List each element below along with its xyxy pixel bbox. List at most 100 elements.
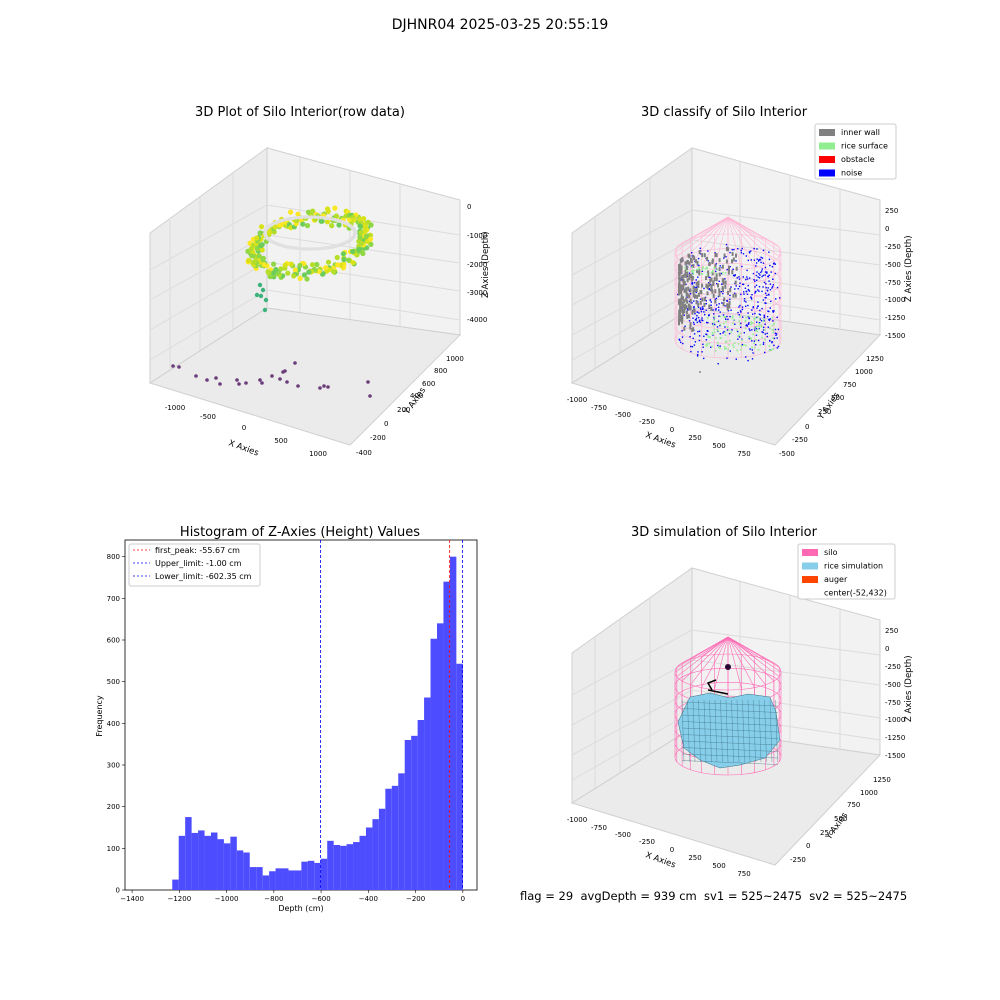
silo-wire [727, 216, 782, 253]
inner-wall-point [678, 316, 681, 321]
rice-surface-point [708, 342, 710, 345]
inner-wall-point [683, 280, 686, 285]
inner-wall-point [728, 300, 731, 305]
raw-ring-point [351, 217, 357, 223]
noise-point [731, 249, 733, 251]
noise-point [714, 252, 716, 254]
noise-point [774, 263, 776, 265]
inner-wall-point [708, 262, 711, 267]
noise-point [729, 251, 731, 254]
noise-point [777, 345, 780, 348]
histogram-bar [301, 861, 308, 890]
y-tick-label: 1000 [855, 368, 873, 376]
silo-wire [727, 216, 755, 237]
raw-ring-point [254, 246, 260, 252]
noise-point [708, 288, 710, 291]
rice-surface-point [705, 344, 707, 347]
noise-point [772, 284, 774, 286]
noise-point [741, 343, 744, 346]
noise-point [717, 344, 719, 347]
legend-label: Lower_limit: -602.35 cm [155, 572, 252, 581]
rice-surface-point [753, 318, 756, 321]
rice-surface-point [772, 328, 775, 331]
silo-wire [727, 636, 755, 657]
inner-wall-point [688, 303, 691, 308]
inner-wall-point [727, 270, 730, 275]
rice-surface-point [692, 273, 695, 275]
noise-point [749, 348, 751, 350]
noise-point [747, 304, 749, 307]
rice-mesh-line [681, 747, 779, 752]
noise-point [740, 322, 742, 325]
inner-wall-point [721, 278, 724, 283]
noise-point [776, 337, 778, 339]
rice-mesh-line [687, 699, 690, 763]
y-tick-label: 250 [820, 829, 833, 837]
panel-simulation-3d: 3D simulation of Silo Interior -1000 -750… [567, 525, 914, 878]
noise-point [747, 359, 749, 362]
noise-point [741, 306, 744, 308]
noise-point [701, 351, 703, 353]
y-tick-label: 200 [107, 803, 120, 811]
inner-wall-point [680, 305, 683, 310]
noise-point [768, 294, 770, 296]
noise-point [681, 279, 683, 281]
rice-surface-point [750, 322, 753, 325]
noise-point [737, 311, 739, 314]
rice-surface-point [712, 324, 715, 327]
noise-point [737, 338, 739, 340]
noise-point [736, 277, 738, 279]
raw-ring-point [319, 218, 325, 224]
raw-floor-point [285, 380, 289, 384]
raw-ring-point [249, 253, 255, 259]
inner-wall-point [734, 280, 737, 285]
rice-surface-point [739, 316, 741, 318]
legend-swatch [819, 156, 835, 163]
inner-wall-point [695, 259, 697, 264]
noise-point [696, 321, 698, 324]
z-tick-label: 0 [885, 225, 889, 233]
noise-point [779, 297, 781, 299]
noise-point [754, 292, 756, 294]
noise-point [721, 302, 723, 304]
noise-point [754, 312, 756, 315]
noise-point [743, 291, 745, 293]
noise-point [743, 298, 746, 300]
inner-wall-point [718, 292, 721, 297]
x-tick-label: 250 [688, 854, 701, 862]
noise-point [770, 300, 772, 303]
raw-floor-point [281, 370, 285, 374]
noise-point [743, 332, 745, 334]
noise-point [758, 313, 761, 315]
noise-point [697, 306, 700, 308]
raw-ring-point [304, 276, 310, 282]
raw-ring-point [259, 247, 265, 253]
rice-surface-point [725, 320, 727, 323]
noise-point [751, 349, 753, 351]
rice-surface-point [729, 340, 731, 342]
rice-surface-point [739, 323, 741, 326]
raw-ring-point [368, 241, 374, 247]
noise-point [757, 301, 759, 303]
inner-wall-point [688, 276, 691, 281]
panel-classify-legend: inner wall rice surface obstacle noise [814, 123, 897, 180]
histogram-bar [243, 852, 250, 890]
raw-ring-point [350, 260, 356, 266]
inner-wall-point [735, 253, 737, 258]
noise-point [702, 308, 704, 310]
noise-point [764, 351, 766, 354]
noise-point [697, 316, 700, 319]
inner-wall-point [678, 287, 681, 292]
rice-surface-point [709, 336, 711, 338]
noise-point [747, 259, 749, 262]
z-tick-label: -500 [885, 681, 901, 689]
inner-wall-point [726, 303, 729, 308]
legend-label: center(-52,432) [824, 589, 887, 598]
noise-point [729, 350, 731, 352]
noise-point [767, 287, 769, 289]
raw-inner-point [300, 215, 305, 219]
inner-wall-point [703, 297, 706, 302]
raw-ring-point [259, 224, 265, 230]
panel-raw-axes-box [148, 147, 462, 446]
